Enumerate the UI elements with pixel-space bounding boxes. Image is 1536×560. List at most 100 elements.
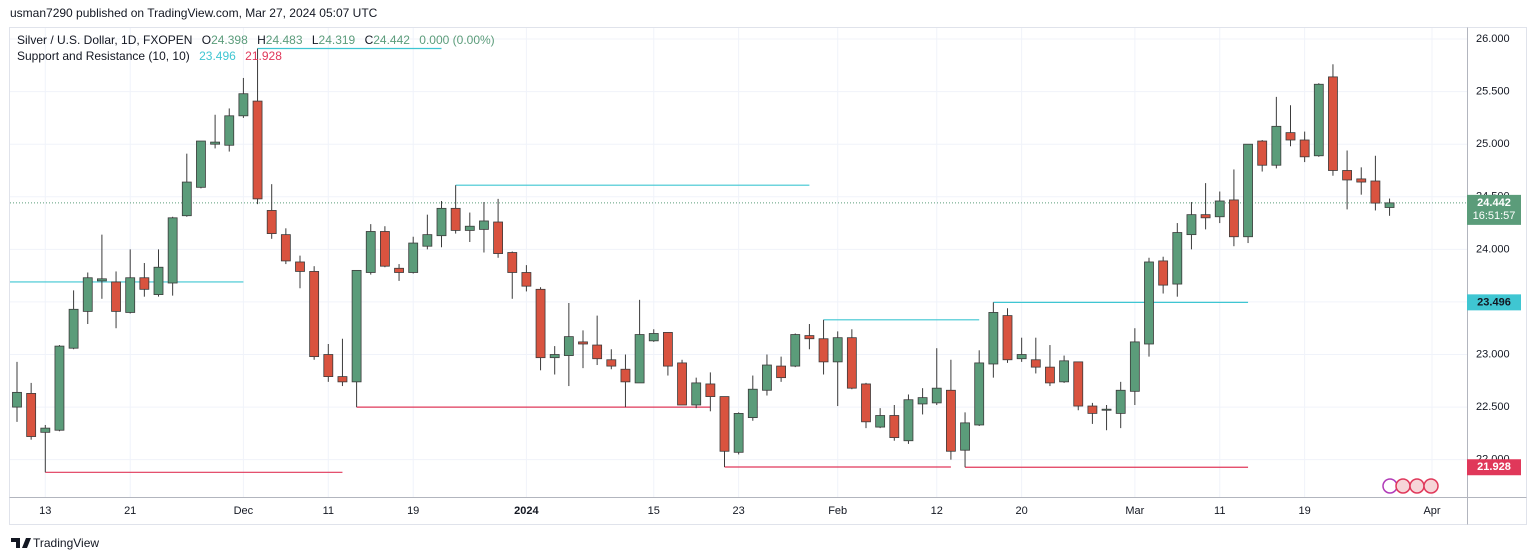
candle-body xyxy=(988,312,999,365)
candle-body xyxy=(450,207,461,231)
candle-body xyxy=(153,266,164,295)
candle-body xyxy=(167,217,178,284)
candle-body xyxy=(1030,359,1041,368)
chart-frame xyxy=(9,27,1527,525)
candle-body xyxy=(337,376,348,383)
candle-body xyxy=(97,278,107,282)
footer-logo: TradingView xyxy=(11,536,99,550)
candle-body xyxy=(875,415,886,428)
candle-body xyxy=(1016,354,1027,360)
y-tick-label: 25.500 xyxy=(1476,86,1510,98)
candle-body xyxy=(1313,83,1324,157)
candle-body xyxy=(196,140,206,188)
candle-body xyxy=(224,115,235,146)
indicator-name: Support and Resistance (10, 10) xyxy=(17,49,190,63)
candle-body xyxy=(733,413,744,453)
x-tick-label: Dec xyxy=(234,505,254,517)
candle-body xyxy=(1101,408,1112,411)
support-value-box xyxy=(1467,459,1521,476)
candle-body xyxy=(747,388,758,419)
candle-body xyxy=(68,308,79,349)
candle-body xyxy=(1229,199,1239,238)
ohlc-value: 24.483 xyxy=(266,33,303,47)
candle-body xyxy=(365,231,376,273)
candle-body xyxy=(705,383,716,397)
candle-body xyxy=(1059,360,1069,383)
candle-body xyxy=(125,277,136,313)
candle-body xyxy=(804,335,815,340)
candle-body xyxy=(40,427,51,433)
candle-body xyxy=(832,337,843,363)
ohlc-key: O xyxy=(202,33,211,47)
last-price-box xyxy=(1467,194,1521,225)
x-tick-label: 23 xyxy=(733,505,745,517)
candle-body xyxy=(1115,389,1126,414)
candle-body xyxy=(323,354,334,377)
candle-body xyxy=(691,382,702,406)
candle-body xyxy=(54,345,65,431)
logo-mark xyxy=(11,538,31,548)
candle-body xyxy=(266,210,277,234)
candle-body xyxy=(931,387,942,404)
candle-body xyxy=(1299,139,1310,158)
x-tick-label: 15 xyxy=(648,505,660,517)
footer-text: TradingView xyxy=(33,536,99,550)
candle-body xyxy=(493,221,504,254)
ohlc-key: C xyxy=(365,33,374,47)
ohlc-key: L xyxy=(312,33,319,47)
candle-body xyxy=(521,272,532,287)
y-tick-label: 25.000 xyxy=(1476,138,1510,150)
icon xyxy=(1395,478,1411,494)
candle-body xyxy=(1370,180,1381,204)
candle-body xyxy=(563,336,574,356)
candle-body xyxy=(1243,143,1253,238)
candle-body xyxy=(790,334,801,367)
candle-body xyxy=(210,141,221,145)
candle-body xyxy=(1257,140,1268,166)
candle-body xyxy=(1144,261,1154,345)
candle-body xyxy=(111,281,121,312)
candle-body xyxy=(379,231,390,267)
candle-body xyxy=(818,338,829,363)
candle-body xyxy=(1214,200,1225,218)
candle-body xyxy=(252,100,263,200)
candle-body xyxy=(1186,214,1197,236)
symbol-title: Silver / U.S. Dollar, 1D, FXOPEN xyxy=(17,33,192,47)
candle-body xyxy=(578,341,588,345)
candle-body xyxy=(620,368,631,383)
x-tick-label: 11 xyxy=(1214,505,1225,517)
candle-body xyxy=(464,225,475,231)
legend-row: Silver / U.S. Dollar, 1D, FXOPEN O24.398… xyxy=(17,33,495,47)
candle-body xyxy=(1285,132,1296,141)
ohlc-value: 24.398 xyxy=(211,33,248,47)
resistance-value-box xyxy=(1467,294,1521,311)
candle-body xyxy=(677,362,687,406)
ohlc-key: H xyxy=(257,33,266,47)
x-tick-label: 20 xyxy=(1016,505,1028,517)
indicator-resistance-value: 23.496 xyxy=(199,49,236,63)
candle-body xyxy=(238,93,249,117)
flag-icons xyxy=(1382,478,1439,494)
last-price-label: 24.442 xyxy=(1477,197,1511,209)
candle-body xyxy=(974,362,985,426)
x-tick-label: 19 xyxy=(1299,505,1311,517)
candle-body xyxy=(12,391,22,408)
indicator-row: Support and Resistance (10, 10) 23.496 2… xyxy=(17,49,282,63)
candle-body xyxy=(889,415,900,438)
candle-body xyxy=(1342,170,1352,181)
y-tick-label: 24.000 xyxy=(1476,243,1510,255)
candle-body xyxy=(1045,366,1055,384)
candles xyxy=(12,48,1395,473)
candle-body xyxy=(1073,361,1084,407)
candle-body xyxy=(903,399,914,442)
candle-body xyxy=(776,365,786,379)
icon xyxy=(1423,478,1439,494)
candle-body xyxy=(592,344,603,360)
candle-body xyxy=(351,269,362,383)
candle-body xyxy=(408,242,419,273)
x-tick-label: 2024 xyxy=(514,505,539,517)
x-tick-label: 21 xyxy=(124,505,136,517)
candle-body xyxy=(394,267,404,273)
candle-body xyxy=(1002,315,1013,361)
